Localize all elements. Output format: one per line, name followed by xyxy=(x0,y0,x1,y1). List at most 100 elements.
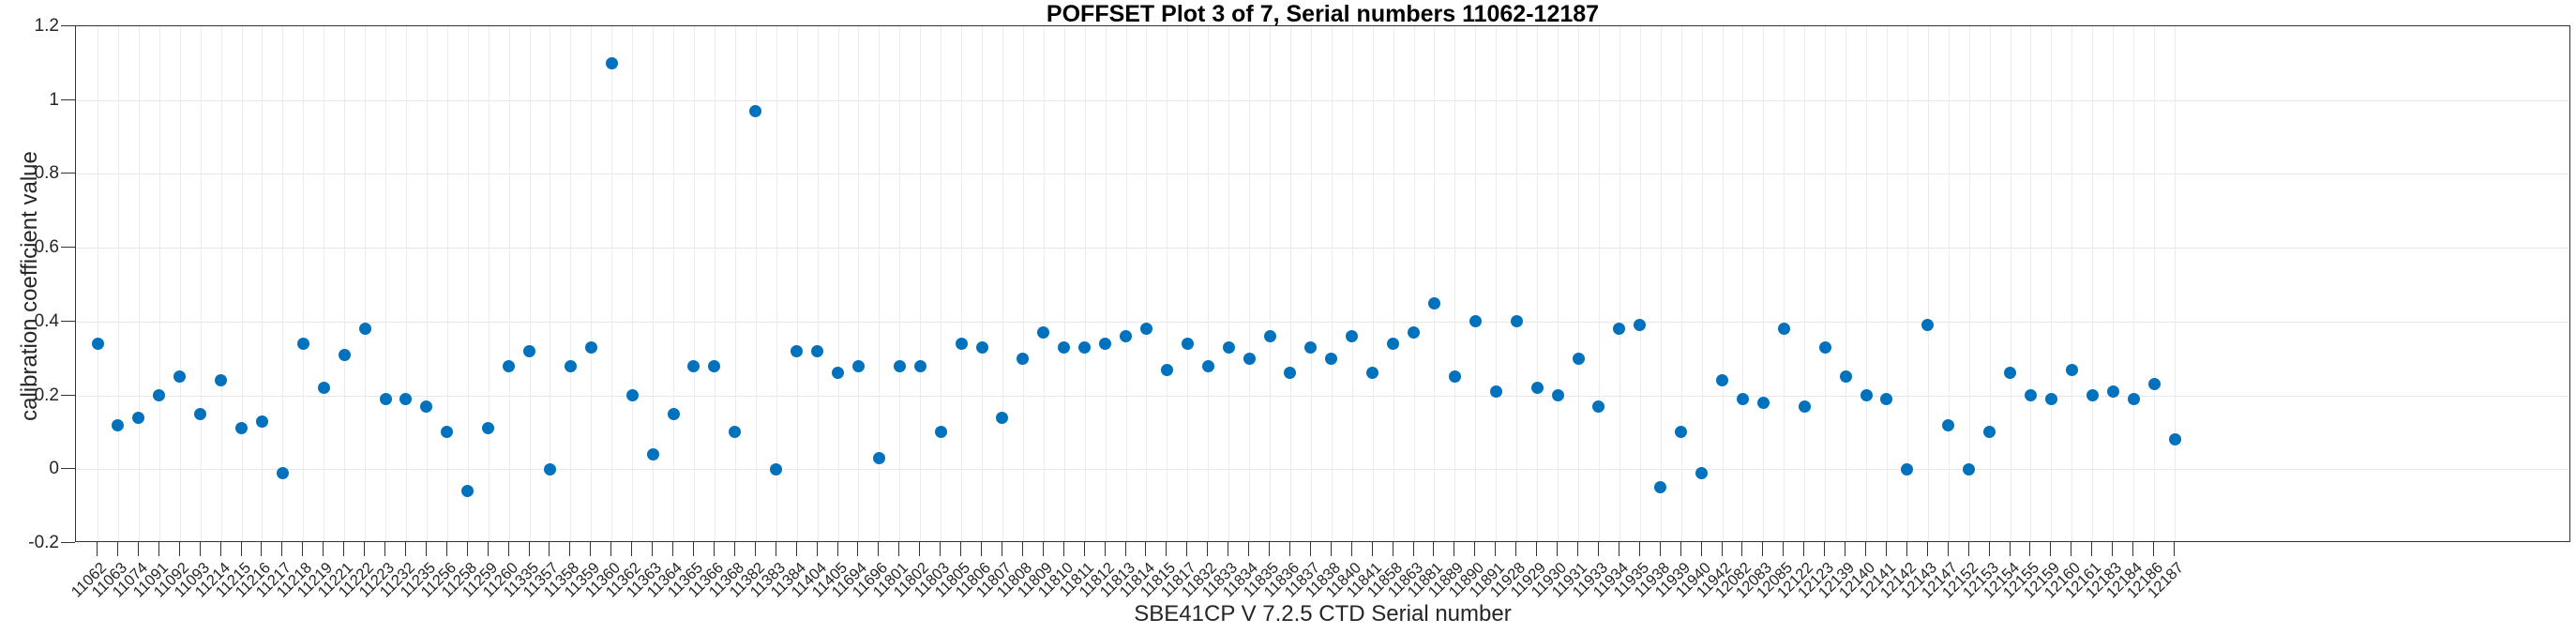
y-axis-tick xyxy=(61,25,75,26)
v-gridline xyxy=(1845,26,1847,541)
x-axis-tick xyxy=(1350,542,1352,556)
v-gridline xyxy=(1784,26,1785,541)
data-point xyxy=(2065,363,2078,376)
data-point xyxy=(1983,426,1996,439)
v-gridline xyxy=(1351,26,1353,541)
x-axis-tick xyxy=(1536,542,1538,556)
x-axis-tick xyxy=(1597,542,1599,556)
x-axis-tick xyxy=(836,542,838,556)
v-gridline xyxy=(1043,26,1045,541)
data-point xyxy=(1139,323,1152,336)
v-gridline xyxy=(1598,26,1600,541)
x-axis-tick xyxy=(97,542,98,556)
x-axis-tick xyxy=(1638,542,1640,556)
y-tick-label: 0.4 xyxy=(34,310,59,331)
data-point xyxy=(543,462,556,476)
x-axis-tick xyxy=(672,542,674,556)
data-point xyxy=(605,56,618,69)
v-gridline xyxy=(1125,26,1127,541)
v-gridline xyxy=(673,26,675,541)
data-point xyxy=(1654,481,1667,494)
v-gridline xyxy=(1537,26,1539,541)
data-point xyxy=(1037,326,1050,340)
data-point xyxy=(1716,374,1729,387)
data-point xyxy=(1756,396,1770,409)
v-gridline xyxy=(734,26,736,541)
data-point xyxy=(153,389,166,402)
v-gridline xyxy=(920,26,922,541)
data-point xyxy=(523,344,536,357)
data-point xyxy=(1530,382,1544,395)
x-axis-tick xyxy=(1741,542,1743,556)
x-axis-tick xyxy=(795,542,797,556)
v-gridline xyxy=(941,26,942,541)
data-point xyxy=(317,382,330,395)
data-point xyxy=(1613,323,1626,336)
data-point xyxy=(379,393,392,405)
v-gridline xyxy=(1187,26,1189,541)
data-point xyxy=(749,105,762,118)
v-gridline xyxy=(961,26,963,541)
x-axis-tick xyxy=(240,542,242,556)
data-point xyxy=(1942,418,1955,431)
data-point xyxy=(955,337,968,350)
x-axis-tick xyxy=(1288,542,1290,556)
h-gridline xyxy=(76,469,2569,471)
v-gridline xyxy=(1968,26,1970,541)
x-axis-tick xyxy=(1803,542,1805,556)
data-point xyxy=(1592,400,1605,413)
v-gridline xyxy=(570,26,572,541)
x-axis-tick xyxy=(1947,542,1949,556)
x-axis-tick xyxy=(425,542,427,556)
data-point xyxy=(667,407,680,420)
y-tick-label: 0.6 xyxy=(34,237,59,258)
data-point xyxy=(2168,433,2181,446)
data-point xyxy=(625,389,639,402)
data-point xyxy=(1427,296,1440,309)
x-axis-tick xyxy=(1926,542,1928,556)
v-gridline xyxy=(1804,26,1806,541)
data-point xyxy=(1634,319,1647,332)
v-gridline xyxy=(1434,26,1436,541)
v-gridline xyxy=(1680,26,1682,541)
y-tick-label: 1 xyxy=(49,89,59,110)
data-point xyxy=(1243,352,1256,365)
data-point xyxy=(2024,389,2037,402)
data-point xyxy=(872,451,885,464)
x-axis-tick xyxy=(199,542,201,556)
x-axis-tick xyxy=(940,542,942,556)
x-axis-tick xyxy=(590,542,592,556)
x-axis-tick xyxy=(1988,542,1990,556)
data-point xyxy=(893,359,906,372)
y-axis-tick xyxy=(61,394,75,396)
v-gridline xyxy=(303,26,305,541)
chart-title: POFFSET Plot 3 of 7, Serial numbers 1106… xyxy=(1046,1,1600,27)
v-gridline xyxy=(879,26,881,541)
x-axis-tick xyxy=(1330,542,1332,556)
data-point xyxy=(1798,400,1811,413)
v-gridline xyxy=(1310,26,1312,541)
y-tick-label: -0.2 xyxy=(28,533,59,552)
x-axis-tick xyxy=(754,542,756,556)
x-axis-tick xyxy=(898,542,900,556)
v-gridline xyxy=(1701,26,1703,541)
v-gridline xyxy=(1208,26,1210,541)
h-gridline xyxy=(76,99,2569,101)
x-axis-tick xyxy=(384,542,386,556)
v-gridline xyxy=(1454,26,1456,541)
data-point xyxy=(1325,352,1338,365)
data-point xyxy=(1448,370,1461,384)
v-gridline xyxy=(1927,26,1929,541)
data-point xyxy=(1346,330,1359,343)
v-gridline xyxy=(1886,26,1888,541)
v-gridline xyxy=(1022,26,1024,541)
v-gridline xyxy=(1578,26,1579,541)
x-axis-tick xyxy=(2112,542,2114,556)
v-gridline xyxy=(2030,26,2032,541)
data-point xyxy=(1222,340,1235,354)
v-gridline xyxy=(446,26,448,541)
v-gridline xyxy=(2154,26,2156,541)
x-axis-tick xyxy=(1659,542,1661,556)
v-gridline xyxy=(1516,26,1518,541)
data-point xyxy=(687,359,700,372)
